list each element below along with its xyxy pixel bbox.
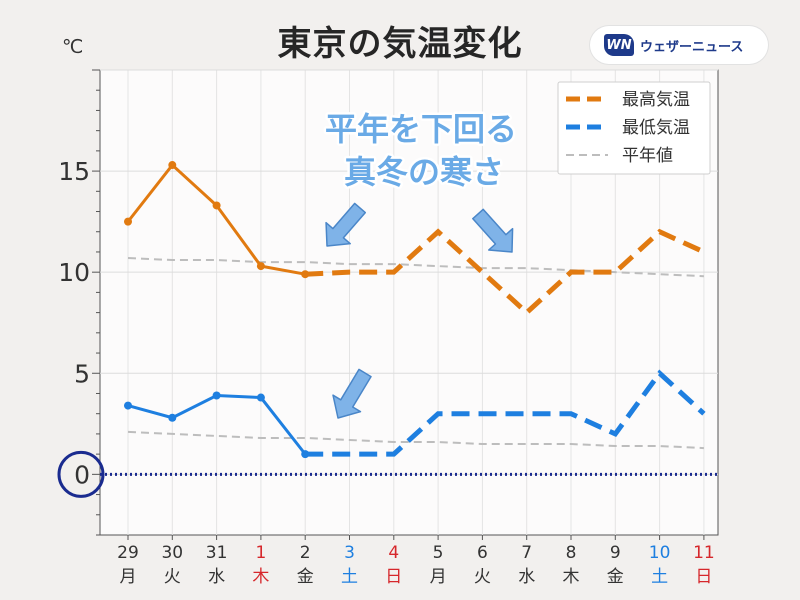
x-tick-label-weekday: 金 xyxy=(607,567,624,587)
x-tick-label-weekday: 水 xyxy=(208,567,225,587)
weathernews-logo-mark: WN xyxy=(604,34,634,56)
max-temperature-observed-point xyxy=(124,217,132,226)
x-tick-label-weekday: 月 xyxy=(430,567,447,587)
max-temperature-observed-point xyxy=(301,270,310,279)
x-tick-label-day: 8 xyxy=(566,543,577,563)
annotation-line-1: 平年を下回る xyxy=(325,110,517,148)
x-tick-label-weekday: 水 xyxy=(518,567,535,587)
legend-normal-label: 平年値 xyxy=(622,146,673,166)
x-tick-label-day: 6 xyxy=(477,543,488,563)
x-tick-label-day: 10 xyxy=(649,543,671,563)
x-tick-label-day: 7 xyxy=(521,543,532,563)
legend-max-label: 最高気温 xyxy=(622,90,690,110)
weathernews-logo-text: ウェザーニュース xyxy=(640,39,744,55)
annotation-arrow-right xyxy=(472,208,514,253)
min-temperature-observed-point xyxy=(168,413,177,422)
x-tick-label-weekday: 日 xyxy=(695,567,712,587)
x-tick-label-weekday: 金 xyxy=(297,567,314,587)
x-tick-label-day: 4 xyxy=(388,543,399,563)
zero-highlight-circle xyxy=(57,450,105,498)
max-temperature-observed-point xyxy=(256,262,265,271)
x-tick-label-day: 5 xyxy=(433,543,444,563)
max-temperature-observed-point xyxy=(212,201,221,210)
annotation-arrow-left-top xyxy=(325,202,367,247)
x-tick-label-weekday: 土 xyxy=(651,567,668,587)
min-temperature-observed-point xyxy=(256,393,265,402)
y-tick-label: 15 xyxy=(58,157,90,186)
legend-min-label: 最低気温 xyxy=(622,118,690,138)
annotation-line-2: 真冬の寒さ xyxy=(344,153,504,191)
x-tick-label-day: 1 xyxy=(255,543,266,563)
min-temperature-observed-point xyxy=(212,391,221,400)
y-axis-unit: ℃ xyxy=(62,36,84,58)
chart-title: 東京の気温変化 xyxy=(277,24,523,64)
min-temperature-observed-point xyxy=(301,450,310,459)
normal-temperature-line xyxy=(127,257,704,278)
max-temperature-forecast-line xyxy=(305,228,705,316)
y-tick-label: 5 xyxy=(74,359,90,388)
y-tick-label: 10 xyxy=(58,258,90,287)
y-tick-label: 0 xyxy=(74,460,90,489)
x-tick-label-weekday: 火 xyxy=(474,567,491,587)
x-tick-label-weekday: 木 xyxy=(563,567,580,587)
x-tick-label-weekday: 火 xyxy=(164,567,181,587)
annotation-arrow-left-bottom xyxy=(332,368,372,419)
x-tick-label-day: 2 xyxy=(300,543,311,563)
x-tick-label-weekday: 日 xyxy=(385,567,402,587)
x-tick-label-day: 9 xyxy=(610,543,621,563)
x-tick-label-weekday: 月 xyxy=(120,567,137,587)
weathernews-logo: WN ウェザーニュース xyxy=(590,26,768,64)
x-tick-label-day: 11 xyxy=(693,543,715,563)
x-tick-label-day: 3 xyxy=(344,543,355,563)
x-tick-label-weekday: 土 xyxy=(341,567,358,587)
max-temperature-observed-point xyxy=(168,161,177,170)
x-tick-label-weekday: 木 xyxy=(252,567,269,587)
min-temperature-forecast-line xyxy=(305,369,706,457)
normal-temperature-line xyxy=(127,430,704,450)
legend-box xyxy=(557,81,711,175)
x-tick-label-day: 31 xyxy=(206,543,228,563)
min-temperature-observed-point xyxy=(124,401,132,410)
x-tick-label-day: 29 xyxy=(117,543,139,563)
x-tick-label-day: 30 xyxy=(161,543,183,563)
